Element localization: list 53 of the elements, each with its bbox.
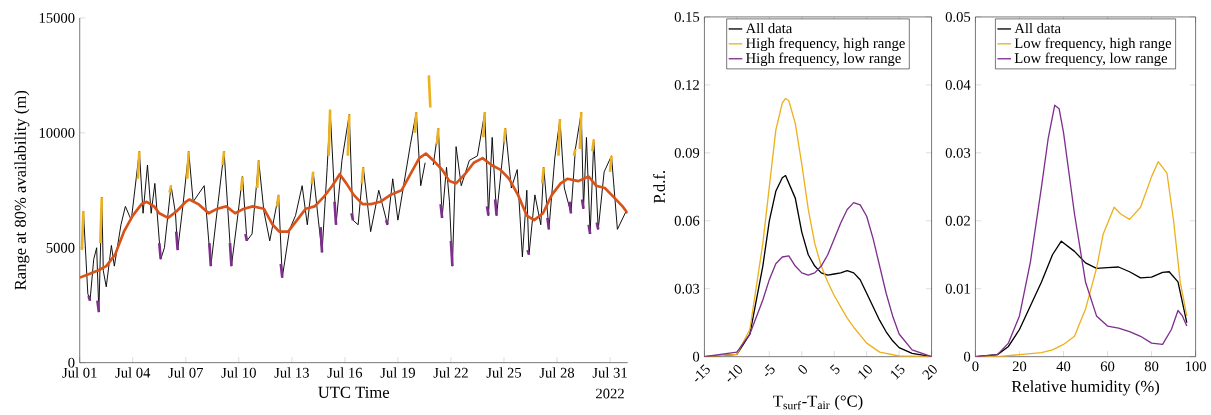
legend-label: Low frequency, low range [1014,52,1168,67]
x-tick-label: Jul 04 [115,367,151,378]
line-series [79,152,628,280]
text: 2022 [596,388,624,399]
x-axis-title: T$_{surf}$-T$_{air}$ (°C) [773,395,863,411]
x-tick-label: Jul 16 [327,367,363,378]
x-tick-label: 20 [922,365,937,381]
y-tick-label: 0.06 [674,216,700,226]
y-tick-label: 10000 [39,128,75,139]
legend-label: All data [745,23,793,34]
y-tick-label: 0 [692,352,700,362]
x-tick-label: -5 [764,364,775,377]
y-axis-title: Range at 80% availability (m) [14,91,30,291]
x-axis-title: Relative humidity (%) [1011,380,1160,396]
y-axis-title: P.d.f. [653,171,666,204]
y-tick-label: 0.03 [674,284,700,294]
x-tick-label: 60 [1100,361,1115,372]
y-tick-label: 0.05 [945,12,971,23]
x-tick-label: Jul 25 [486,367,522,378]
x-tick-label: Jul 31 [592,367,627,378]
x-tick-label: 20 [1012,361,1027,372]
legend-label: High frequency, high range [746,37,905,52]
x-tick-label: 40 [1056,361,1071,372]
y-tick-label: 0 [963,352,971,362]
y-tick-label: 0.04 [945,80,971,91]
x-tick-label: 100 [1185,361,1207,372]
x-tick-label: 15 [890,364,905,380]
x-tick-label: -15 [695,364,710,382]
x-tick-label: Jul 22 [433,367,468,378]
x-tick-label: 0 [798,365,807,374]
x-tick-label: Jul 13 [274,367,309,378]
legend-label: High frequency, low range [746,52,901,67]
text: All data [1014,23,1061,34]
x-tick-label: 0 [972,361,979,372]
x-tick-label: Jul 28 [539,367,575,378]
y-tick-label: 0.09 [674,148,700,159]
x-tick-label: Jul 10 [221,367,256,378]
x-tick-label: Jul 07 [168,367,204,378]
x-tick-label: Jul 19 [380,367,415,378]
y-tick-label: 15000 [39,13,75,24]
x-tick-label: 5 [829,364,840,375]
x-tick-label: 10 [858,365,872,380]
x-tick-label: Jul 01 [62,367,97,378]
y-tick-label: 0.03 [945,148,971,159]
legend-label: Low frequency, high range [1014,37,1172,52]
y-tick-label: 0.01 [945,284,970,294]
x-tick-label: 80 [1144,361,1159,372]
x-axis-title: UTC Time [318,387,390,399]
y-tick-label: 0.02 [945,216,970,226]
y-tick-label: 5000 [46,243,75,253]
y-tick-label: 0.12 [674,80,699,91]
y-tick-label: 0.15 [674,12,700,23]
x-tick-label: -10 [727,365,743,382]
